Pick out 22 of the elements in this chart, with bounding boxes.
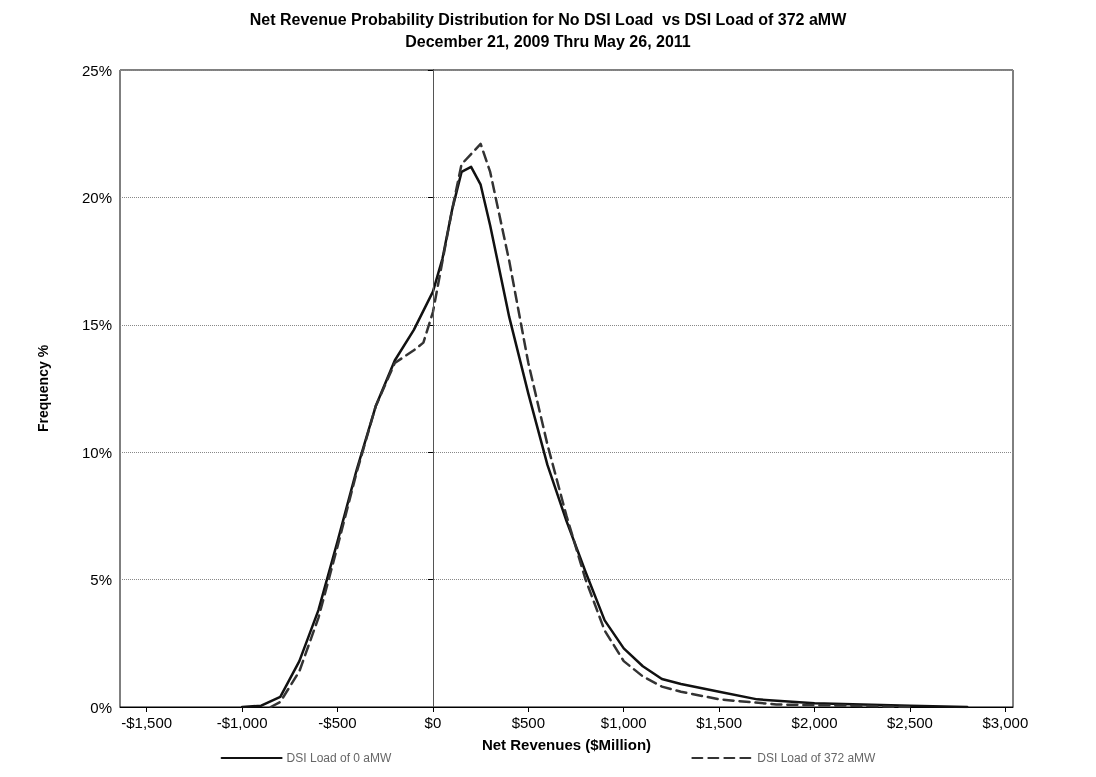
chart-subtitle: December 21, 2009 Thru May 26, 2011 <box>405 32 691 50</box>
x-tick-label: $3,000 <box>982 714 1029 731</box>
y-axis-title: Frequency % <box>35 344 51 433</box>
y-tick-label: 15% <box>81 316 112 334</box>
x-tick-label: $2,000 <box>791 714 838 731</box>
x-tick-label: $2,500 <box>887 714 933 731</box>
x-tick-label: $0 <box>424 714 442 731</box>
y-tick-label: 20% <box>81 188 112 206</box>
y-tick-label: 25% <box>81 61 112 79</box>
legend-label: DSI Load of 0 aMW <box>286 751 392 765</box>
x-tick-label: $1,000 <box>600 714 647 731</box>
y-tick-label: 10% <box>81 443 112 461</box>
x-tick-label: -$1,500 <box>121 714 173 731</box>
x-tick-label: $1,500 <box>696 714 743 731</box>
x-tick-label: -$500 <box>318 714 357 731</box>
y-tick-label: 5% <box>90 571 112 589</box>
x-axis-title: Net Revenues ($Million) <box>481 736 652 753</box>
legend-label: DSI Load of 372 aMW <box>757 751 877 765</box>
x-tick-label: -$1,000 <box>216 714 268 731</box>
x-tick-label: $500 <box>511 714 546 731</box>
y-tick-label: 0% <box>90 698 112 716</box>
chart-title: Net Revenue Probability Distribution for No DSI Load vs DSI Load of 372 aMW <box>249 10 848 28</box>
